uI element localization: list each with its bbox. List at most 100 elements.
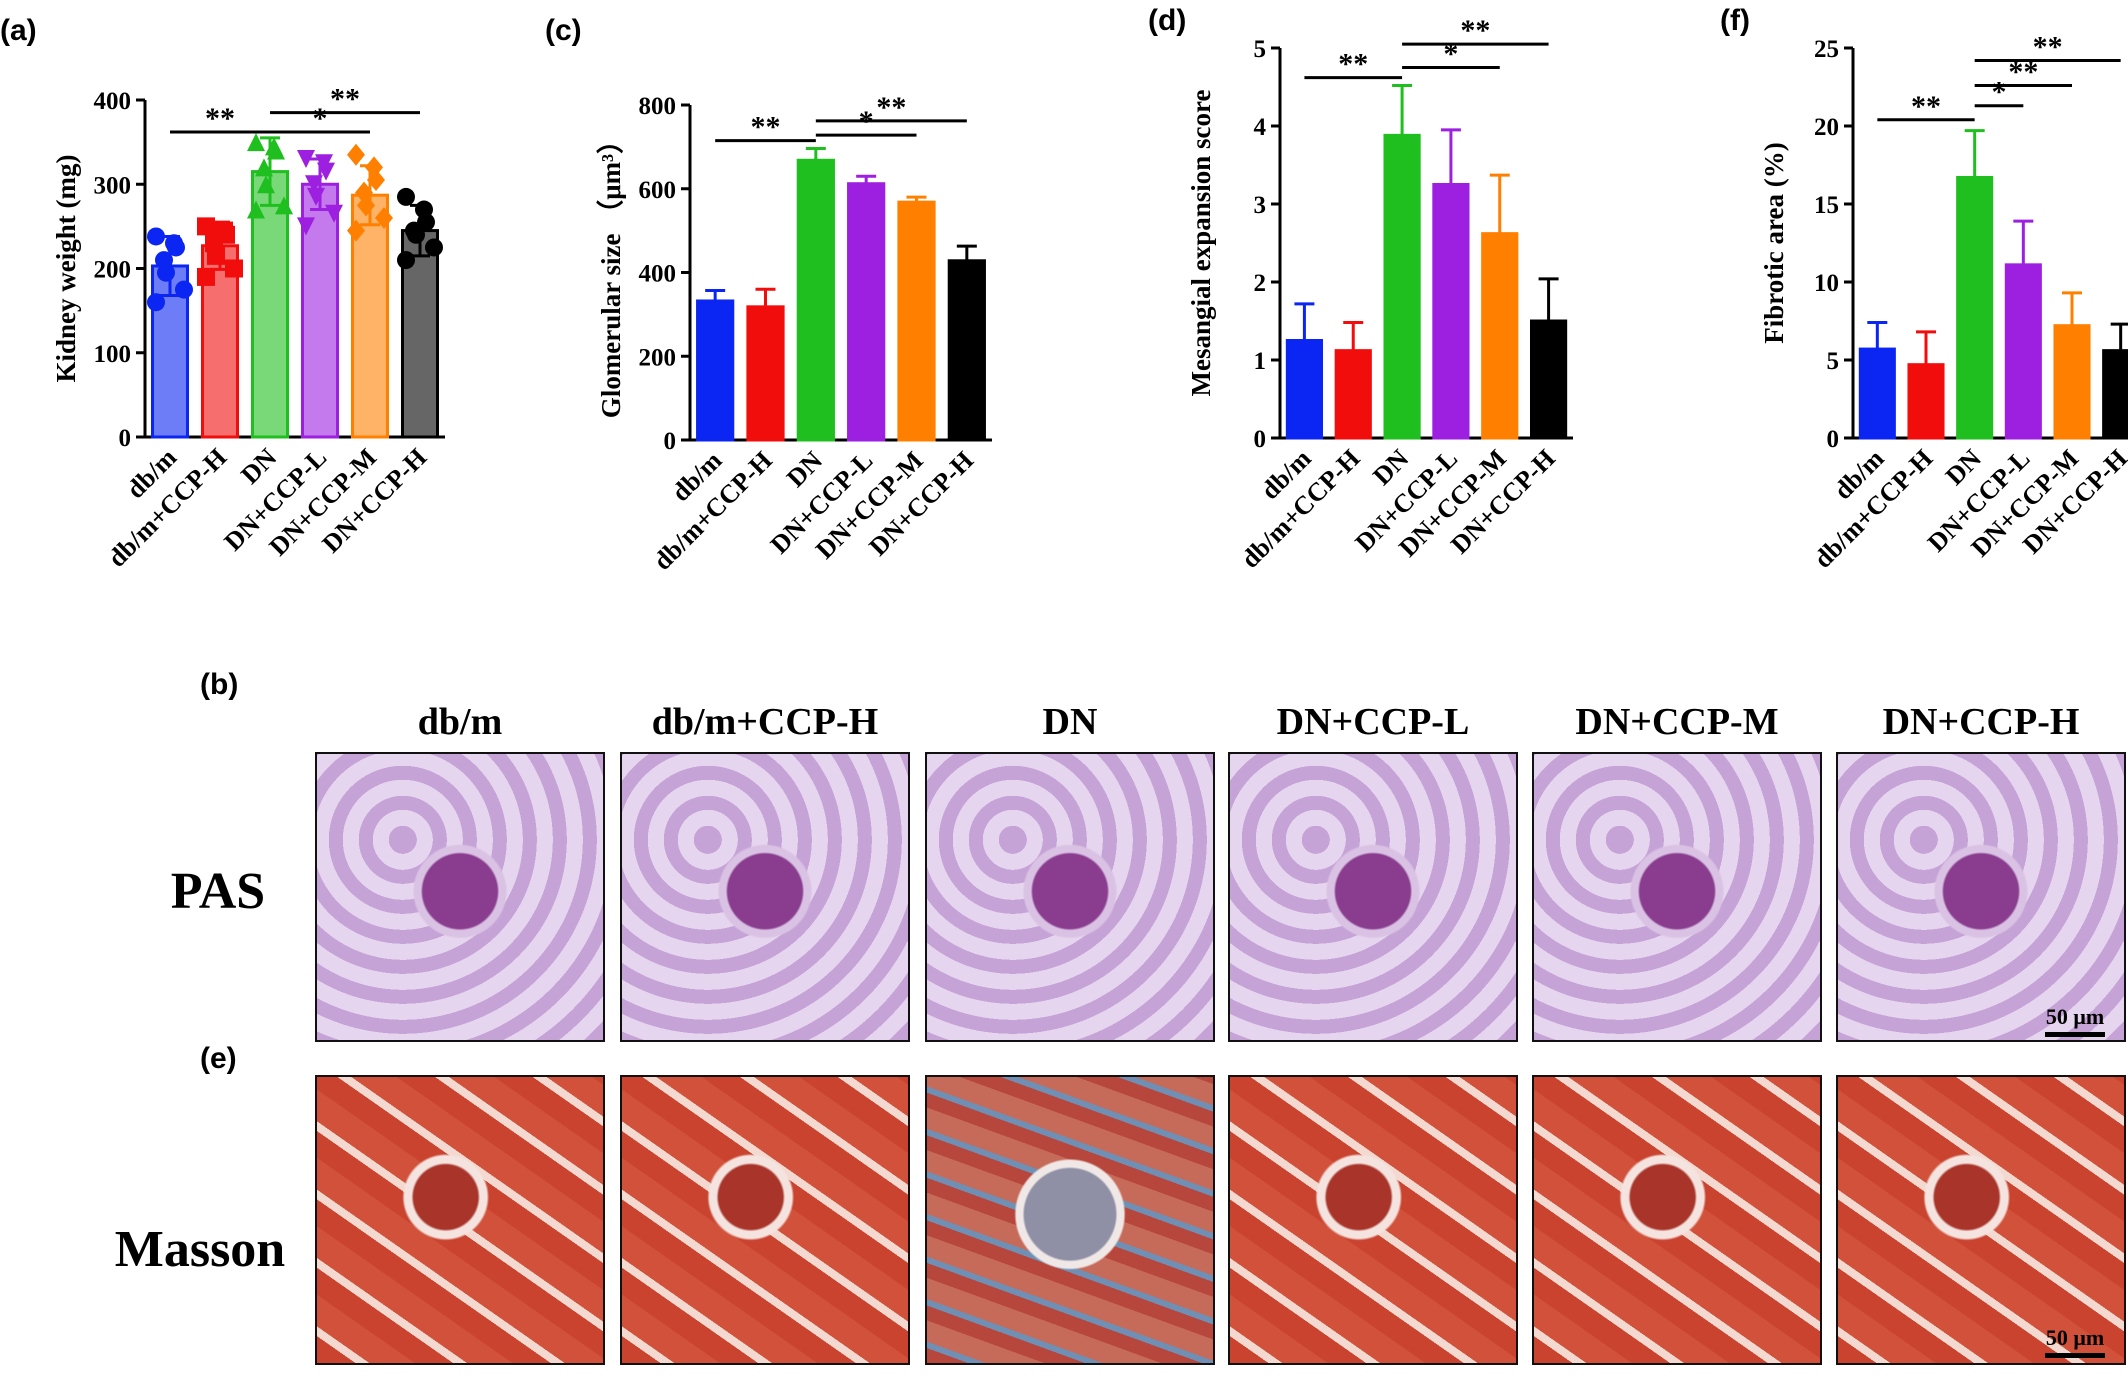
y-tick-label-f: 25 (1814, 36, 1839, 63)
data-point-a-2 (257, 175, 275, 194)
data-point-a-2 (247, 133, 265, 152)
data-point-a-3 (305, 175, 323, 194)
column-header-dbm: db/m (417, 701, 503, 743)
bar-d-4 (1481, 232, 1519, 440)
pas-image-dn-ccp-l (1228, 752, 1518, 1042)
data-point-a-3 (297, 217, 315, 236)
data-point-a-3 (317, 162, 335, 181)
y-axis-label-a: Kidney weight (mg) (51, 155, 81, 383)
data-point-a-5 (425, 238, 443, 257)
data-point-a-5 (407, 225, 425, 244)
y-tick-label-d: 5 (1254, 36, 1267, 63)
bar-c-4 (897, 200, 936, 442)
significance-label-f-0: ** (1911, 90, 1941, 123)
panel-label-d: (d) (1148, 4, 1186, 37)
data-point-a-1 (207, 246, 225, 265)
data-point-a-2 (255, 158, 273, 177)
data-point-a-0 (175, 280, 193, 299)
pas-image-dn-ccp-h (1836, 752, 2126, 1042)
bar-d-0 (1285, 339, 1324, 440)
y-tick-label-f: 20 (1814, 114, 1839, 141)
y-tick-label-d: 2 (1254, 270, 1267, 297)
y-tick-label-a: 100 (94, 341, 132, 368)
significance-label-c-2: * (859, 105, 874, 138)
masson-image-dbm-ccp-h (620, 1075, 910, 1365)
data-point-a-4 (375, 206, 393, 229)
scale-label-pas: 50 μm (2045, 1004, 2105, 1029)
data-point-a-5 (397, 251, 415, 270)
y-tick-label-c: 400 (639, 261, 677, 288)
pas-image-dn (925, 752, 1215, 1042)
significance-label-f-3: * (1992, 76, 2007, 109)
data-point-a-0 (147, 227, 165, 246)
bar-f-1 (1907, 363, 1945, 440)
data-point-a-0 (167, 238, 185, 257)
y-tick-label-f: 0 (1827, 426, 1840, 453)
data-point-a-3 (325, 204, 343, 223)
significance-label-d-0: ** (1338, 48, 1368, 81)
row-header-pas: PAS (170, 863, 266, 920)
bar-f-3 (2004, 263, 2042, 440)
row-header-masson: Masson (114, 1221, 286, 1278)
significance-label-d-2: * (1443, 38, 1458, 71)
data-point-a-4 (367, 169, 385, 192)
column-header-dn-ccp-l: DN+CCP-L (1276, 701, 1470, 743)
y-axis-label-d: Mesangial expansion score (1186, 89, 1216, 396)
data-point-a-0 (147, 293, 165, 312)
scale-bar-pas (2045, 1032, 2105, 1037)
column-header-dn: DN (1042, 701, 1098, 743)
y-tick-label-f: 15 (1814, 192, 1839, 219)
scale-label-masson: 50 μm (2045, 1325, 2105, 1350)
data-point-a-4 (347, 219, 365, 242)
bar-c-1 (746, 305, 785, 442)
bar-c-2 (796, 158, 835, 442)
pas-image-dn-ccp-m (1532, 752, 1822, 1042)
significance-label-c-1: ** (876, 91, 906, 124)
bar-f-0 (1858, 347, 1896, 440)
y-tick-label-c: 800 (639, 93, 677, 120)
column-header-dn-ccp-h: DN+CCP-H (1882, 701, 2080, 743)
bar-d-5 (1529, 319, 1568, 440)
data-point-a-2 (247, 200, 265, 219)
bar-d-3 (1432, 183, 1470, 440)
y-axis-label-c: Glomerular size （μm³） (596, 127, 626, 418)
bar-d-1 (1334, 349, 1372, 440)
pas-image-dbm (315, 752, 605, 1042)
y-tick-label-d: 0 (1254, 426, 1267, 453)
significance-label-a-0: ** (205, 102, 235, 135)
masson-image-dn-ccp-m (1532, 1075, 1822, 1365)
y-tick-label-d: 3 (1254, 192, 1267, 219)
y-tick-label-f: 5 (1827, 348, 1840, 375)
y-tick-label-f: 10 (1814, 270, 1839, 297)
y-tick-label-d: 4 (1254, 114, 1267, 141)
significance-label-d-1: ** (1460, 14, 1490, 47)
y-tick-label-a: 400 (94, 88, 132, 115)
pas-image-dbm-ccp-h (620, 752, 910, 1042)
masson-image-dbm (315, 1075, 605, 1365)
y-tick-label-a: 0 (119, 425, 132, 452)
panel-label-b: (b) (200, 668, 239, 701)
bar-d-2 (1383, 133, 1421, 440)
data-point-a-3 (307, 187, 325, 206)
bar-f-5 (2102, 349, 2128, 440)
data-point-a-1 (197, 217, 215, 236)
scale-bar-masson (2045, 1353, 2105, 1358)
masson-image-dn (925, 1075, 1215, 1365)
bar-c-5 (947, 259, 986, 442)
data-point-a-0 (157, 263, 175, 282)
y-tick-label-c: 0 (664, 428, 677, 455)
bar-c-3 (847, 182, 886, 442)
data-point-a-5 (397, 187, 415, 206)
masson-image-dn-ccp-h (1836, 1075, 2126, 1365)
y-axis-label-f: Fibrotic area (%) (1759, 142, 1789, 343)
data-point-a-4 (347, 143, 365, 166)
significance-label-f-1: ** (2033, 30, 2063, 63)
y-tick-label-c: 200 (639, 344, 677, 371)
panel-label-c: (c) (545, 14, 582, 47)
data-point-a-1 (225, 259, 243, 278)
panel-label-a: (a) (0, 14, 37, 47)
column-header-dn-ccp-m: DN+CCP-M (1575, 701, 1779, 743)
